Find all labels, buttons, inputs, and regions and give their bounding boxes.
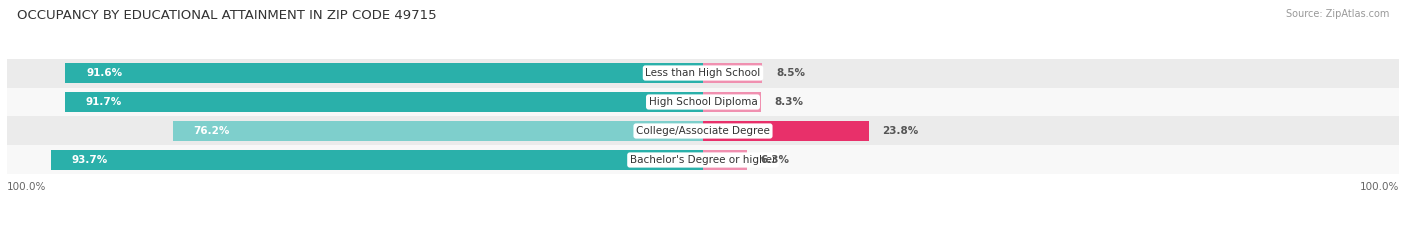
Text: 100.0%: 100.0%: [1360, 182, 1399, 192]
Bar: [66, 63, 703, 83]
Bar: [7, 145, 1399, 175]
Text: Less than High School: Less than High School: [645, 68, 761, 78]
Text: Source: ZipAtlas.com: Source: ZipAtlas.com: [1285, 9, 1389, 19]
Text: 76.2%: 76.2%: [194, 126, 231, 136]
Text: Bachelor's Degree or higher: Bachelor's Degree or higher: [630, 155, 776, 165]
Bar: [173, 121, 703, 141]
Text: 100.0%: 100.0%: [7, 182, 46, 192]
Text: 8.5%: 8.5%: [776, 68, 806, 78]
Text: 23.8%: 23.8%: [883, 126, 918, 136]
Text: 91.7%: 91.7%: [86, 97, 122, 107]
Bar: [703, 121, 869, 141]
Text: OCCUPANCY BY EDUCATIONAL ATTAINMENT IN ZIP CODE 49715: OCCUPANCY BY EDUCATIONAL ATTAINMENT IN Z…: [17, 9, 436, 22]
Bar: [51, 150, 703, 170]
Text: 6.3%: 6.3%: [761, 155, 790, 165]
Bar: [703, 150, 747, 170]
Text: High School Diploma: High School Diploma: [648, 97, 758, 107]
Bar: [703, 92, 761, 112]
Text: 91.6%: 91.6%: [86, 68, 122, 78]
Text: 8.3%: 8.3%: [775, 97, 804, 107]
Bar: [7, 88, 1399, 116]
Text: College/Associate Degree: College/Associate Degree: [636, 126, 770, 136]
Bar: [7, 58, 1399, 88]
Bar: [65, 92, 703, 112]
Text: 93.7%: 93.7%: [72, 155, 108, 165]
Bar: [703, 63, 762, 83]
Bar: [7, 116, 1399, 145]
